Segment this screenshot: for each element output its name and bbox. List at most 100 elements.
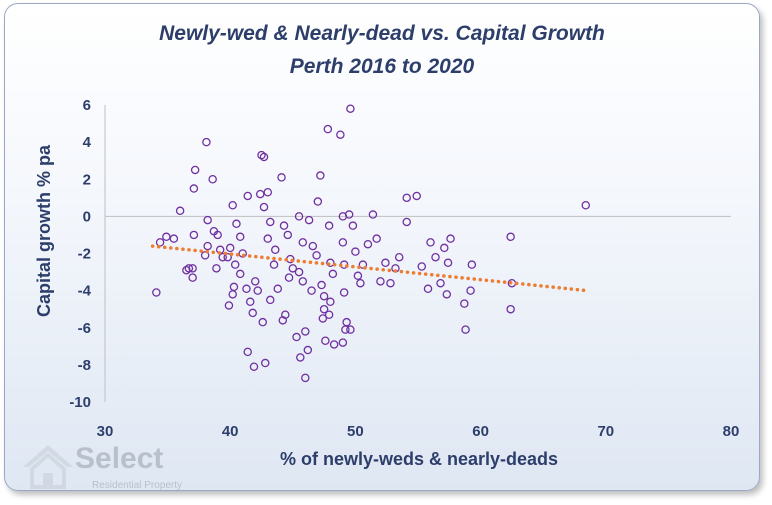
data-point	[308, 241, 318, 251]
data-point	[301, 373, 310, 383]
y-tick-label: 6	[83, 97, 91, 114]
data-point	[203, 241, 212, 251]
data-point	[230, 260, 240, 269]
data-point	[232, 219, 241, 229]
data-point	[273, 284, 283, 294]
data-point	[304, 215, 314, 225]
x-tick-label: 40	[222, 423, 239, 440]
data-point	[243, 347, 252, 357]
y-tick-label: -2	[78, 246, 91, 263]
data-point	[324, 221, 334, 230]
data-point	[461, 325, 470, 334]
data-point	[317, 280, 326, 290]
axes: -10 -8 -6 -4 -2 0 2 4 6 30 40 50 60 70 80	[69, 97, 739, 440]
data-point	[358, 260, 368, 269]
data-point	[189, 230, 199, 240]
data-point	[224, 301, 234, 310]
logo-tagline: Residential Property	[92, 480, 183, 491]
data-point	[218, 252, 227, 262]
data-point	[169, 234, 179, 243]
data-point	[386, 278, 395, 288]
x-axis-label: % of newly-weds & nearly-deads	[280, 449, 558, 469]
data-point	[460, 299, 469, 308]
data-point	[346, 325, 355, 334]
data-point	[506, 304, 515, 314]
data-point	[277, 173, 286, 182]
data-point	[326, 297, 335, 307]
data-point	[319, 291, 329, 301]
data-point	[298, 277, 308, 286]
data-point	[338, 338, 348, 347]
data-point	[316, 171, 325, 180]
data-point	[245, 297, 255, 307]
data-point	[312, 251, 321, 260]
data-point	[346, 104, 355, 113]
data-point	[248, 308, 257, 318]
data-point	[257, 150, 266, 160]
trendline-path	[150, 244, 589, 293]
data-point	[189, 184, 199, 193]
y-tick-label: -10	[69, 394, 91, 411]
data-point	[323, 124, 333, 134]
y-tick-label: -6	[78, 320, 91, 337]
data-point	[266, 295, 275, 305]
x-tick-label: 70	[597, 423, 614, 440]
data-point	[200, 251, 210, 260]
y-tick-label: 2	[83, 171, 91, 188]
data-point	[202, 137, 211, 147]
data-point	[263, 187, 273, 197]
data-point	[506, 232, 515, 242]
data-point	[283, 230, 293, 240]
data-point	[381, 258, 390, 268]
data-point	[431, 252, 440, 262]
data-point	[188, 273, 197, 282]
data-point	[298, 238, 308, 247]
data-point	[255, 189, 265, 199]
y-tick-label: 4	[83, 134, 92, 151]
data-point	[372, 234, 381, 243]
data-point	[253, 286, 262, 295]
data-point	[212, 264, 221, 273]
data-point	[342, 317, 351, 327]
data-point	[412, 191, 421, 201]
data-point	[152, 288, 161, 297]
data-point	[243, 191, 252, 201]
data-point	[266, 217, 275, 227]
data-point	[250, 277, 260, 286]
data-point	[321, 336, 330, 345]
data-point	[356, 278, 365, 288]
data-point	[279, 221, 289, 230]
data-point	[229, 282, 239, 292]
data-point	[294, 212, 304, 221]
x-tick-label: 60	[472, 423, 489, 440]
data-point	[319, 304, 329, 314]
house-logo-icon	[23, 445, 73, 489]
chart-title: Newly-wed & Nearly-dead vs. Capital Grow…	[159, 22, 605, 45]
data-point	[208, 174, 217, 184]
logo-name: Select	[75, 442, 164, 475]
data-point	[284, 273, 294, 282]
y-tick-label: -8	[78, 357, 91, 374]
data-point	[296, 353, 305, 362]
data-point	[175, 206, 185, 216]
data-point	[423, 284, 433, 294]
data-point	[353, 271, 363, 281]
y-tick-label: 0	[83, 208, 91, 225]
data-point	[318, 314, 328, 323]
data-point	[303, 345, 313, 355]
data-point	[259, 202, 269, 212]
data-point	[184, 264, 194, 273]
data-point	[223, 252, 232, 262]
data-point	[263, 234, 273, 243]
data-point	[402, 217, 411, 227]
data-point	[329, 340, 339, 349]
data-point	[339, 288, 349, 297]
data-point	[313, 197, 323, 206]
data-point	[328, 269, 338, 279]
data-point	[213, 230, 222, 240]
data-point	[261, 358, 270, 368]
data-point	[203, 215, 212, 225]
data-point	[228, 200, 237, 210]
data-point	[242, 284, 251, 294]
data-point	[394, 252, 404, 262]
